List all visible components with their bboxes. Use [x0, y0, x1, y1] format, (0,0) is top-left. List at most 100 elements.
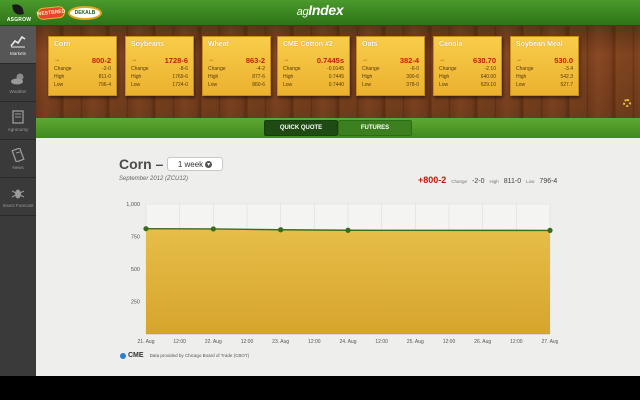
- x-tick-label: 12:00: [510, 339, 523, 345]
- sidebar-item-weather[interactable]: Weather: [0, 64, 36, 102]
- commodity-card[interactable]: Oats → 382-4 Change -6-0 High 390-6 Low 378-0: [356, 36, 425, 96]
- commodity-card[interactable]: Wheat → 863-2 Change -4-2 High 877-6 Low 860-6: [202, 36, 271, 96]
- x-tick-label: 27. Aug: [542, 339, 558, 345]
- x-tick-label: 12:00: [241, 339, 254, 345]
- arrow-icon: →: [54, 57, 60, 63]
- low-value: 378-0: [406, 82, 419, 88]
- arrow-icon: →: [283, 57, 289, 63]
- card-change-row: Change -0.0145: [283, 66, 344, 72]
- sidebar-item-label: Markets: [9, 50, 26, 56]
- x-tick-label: 22. Aug: [205, 339, 222, 345]
- card-low-row: Low 1724-0: [131, 82, 188, 88]
- card-price: 863-2: [245, 56, 265, 65]
- low-value: 860-6: [252, 82, 265, 88]
- card-high-row: High 640.00: [439, 74, 496, 80]
- high-value: 542.3: [560, 74, 573, 80]
- tab-quick-quote[interactable]: QUICK QUOTE: [264, 120, 338, 136]
- low-label: Low: [283, 82, 293, 88]
- card-change-row: Change -3.4: [516, 66, 573, 72]
- high-label: High: [362, 74, 373, 80]
- cme-icon: [120, 352, 126, 359]
- data-point: [278, 227, 284, 233]
- card-high-row: High 811-0: [54, 74, 111, 80]
- x-tick-label: 25. Aug: [407, 339, 424, 345]
- high-value: 1769-6: [172, 74, 188, 80]
- high-label: High: [131, 74, 142, 80]
- sidebar-item-label: Weather: [9, 88, 27, 94]
- sidebar-item-label: Agronomy: [7, 126, 29, 132]
- asgrow-logo: ASGROW: [4, 3, 34, 23]
- asgrow-logo-text: ASGROW: [6, 17, 32, 23]
- y-tick-label: 500: [131, 267, 140, 273]
- card-low-row: Low 860-6: [208, 82, 265, 88]
- high-label: High: [489, 179, 499, 184]
- card-change-row: Change -2.10: [439, 66, 496, 72]
- card-name: Wheat: [208, 41, 229, 48]
- card-low-row: Low 796-4: [54, 82, 111, 88]
- book-icon: [12, 109, 24, 124]
- change-label: Change: [208, 66, 226, 72]
- sidebar-item-agronomy[interactable]: Agronomy: [0, 102, 36, 140]
- change-value: -6-0: [410, 66, 419, 72]
- low-label: Low: [131, 82, 141, 88]
- chevron-down-icon: ▾: [205, 160, 213, 168]
- commodity-board: Corn → 800-2 Change -2-0 High 811-0 Low 796-4 Soy…: [36, 26, 640, 118]
- card-low-row: Low 527.7: [516, 82, 573, 88]
- contract-subtitle: September 2012 (ZCU12): [119, 176, 189, 182]
- high-value: 640.00: [480, 74, 496, 80]
- sidebar-item-insect-forecast[interactable]: Insect Forecast: [0, 178, 36, 216]
- high-value: 390-6: [406, 74, 419, 80]
- sidebar-item-label: Insect Forecast: [2, 202, 34, 208]
- quote-panel: Corn – 1 week ▾ September 2012 (ZCU12) +…: [36, 138, 640, 376]
- data-point: [345, 227, 351, 233]
- app-title: agIndex: [0, 2, 640, 18]
- card-name: Oats: [362, 41, 378, 48]
- high-value: 811-0: [98, 74, 111, 80]
- period-dropdown[interactable]: 1 week ▾: [167, 157, 223, 171]
- high-label: High: [439, 74, 450, 80]
- card-name: Soybean Meal: [516, 41, 563, 48]
- high-label: High: [516, 74, 527, 80]
- change-label: Change: [283, 66, 301, 72]
- period-dropdown-label: 1 week: [177, 159, 204, 169]
- commodity-card[interactable]: CME Cotton #2 → 0.7445s Change -0.0145 High 0.…: [277, 36, 350, 96]
- card-change-row: Change -4-2: [208, 66, 265, 72]
- commodity-card[interactable]: Soybeans → 1728-6 Change -8-6 High 1769-6 Low 17…: [125, 36, 194, 96]
- x-tick-label: 26. Aug: [474, 339, 491, 345]
- card-price: 800-2: [91, 56, 111, 65]
- card-low-row: Low 378-0: [362, 82, 419, 88]
- change-label: Change: [131, 66, 149, 72]
- sidebar: Markets Weather Agronomy News Insect For…: [0, 26, 36, 376]
- x-tick-label: 12:00: [443, 339, 456, 345]
- card-price: 1728-6: [164, 56, 188, 65]
- gear-icon[interactable]: [623, 99, 631, 107]
- commodity-card[interactable]: Canola → 630.70 Change -2.10 High 640.00 Low 629…: [433, 36, 502, 96]
- low-label: Low: [362, 82, 372, 88]
- data-point: [547, 227, 553, 233]
- commodity-card[interactable]: Soybean Meal → 530.0 Change -3.4 High 542.3 Low…: [510, 36, 579, 96]
- change-label: Change: [516, 66, 534, 72]
- sidebar-item-markets[interactable]: Markets: [0, 26, 36, 64]
- high-value: 0.7445: [328, 74, 344, 80]
- card-name: CME Cotton #2: [283, 41, 333, 48]
- x-tick-label: 12:00: [173, 339, 186, 345]
- card-high-row: High 542.3: [516, 74, 573, 80]
- card-change-row: Change -2-0: [54, 66, 111, 72]
- commodity-card[interactable]: Corn → 800-2 Change -2-0 High 811-0 Low 796-4: [48, 36, 117, 96]
- change-value: -4-2: [256, 66, 265, 72]
- card-high-row: High 0.7445: [283, 74, 344, 80]
- y-tick-label: 1,000: [126, 202, 140, 208]
- sidebar-item-news[interactable]: News: [0, 140, 36, 178]
- change-value: -2-0: [472, 178, 485, 185]
- low-label: Low: [526, 179, 535, 184]
- high-label: High: [208, 74, 219, 80]
- tab-futures[interactable]: FUTURES: [338, 120, 412, 136]
- sidebar-item-label: News: [12, 164, 24, 170]
- brand-logos: ASGROW WESTBRED DEKALB: [4, 3, 102, 23]
- card-low-row: Low 0.7440: [283, 82, 344, 88]
- y-tick-label: 250: [131, 300, 140, 306]
- arrow-icon: →: [362, 57, 368, 63]
- high-label: High: [283, 74, 294, 80]
- data-point: [143, 226, 149, 232]
- x-tick-label: 12:00: [375, 339, 388, 345]
